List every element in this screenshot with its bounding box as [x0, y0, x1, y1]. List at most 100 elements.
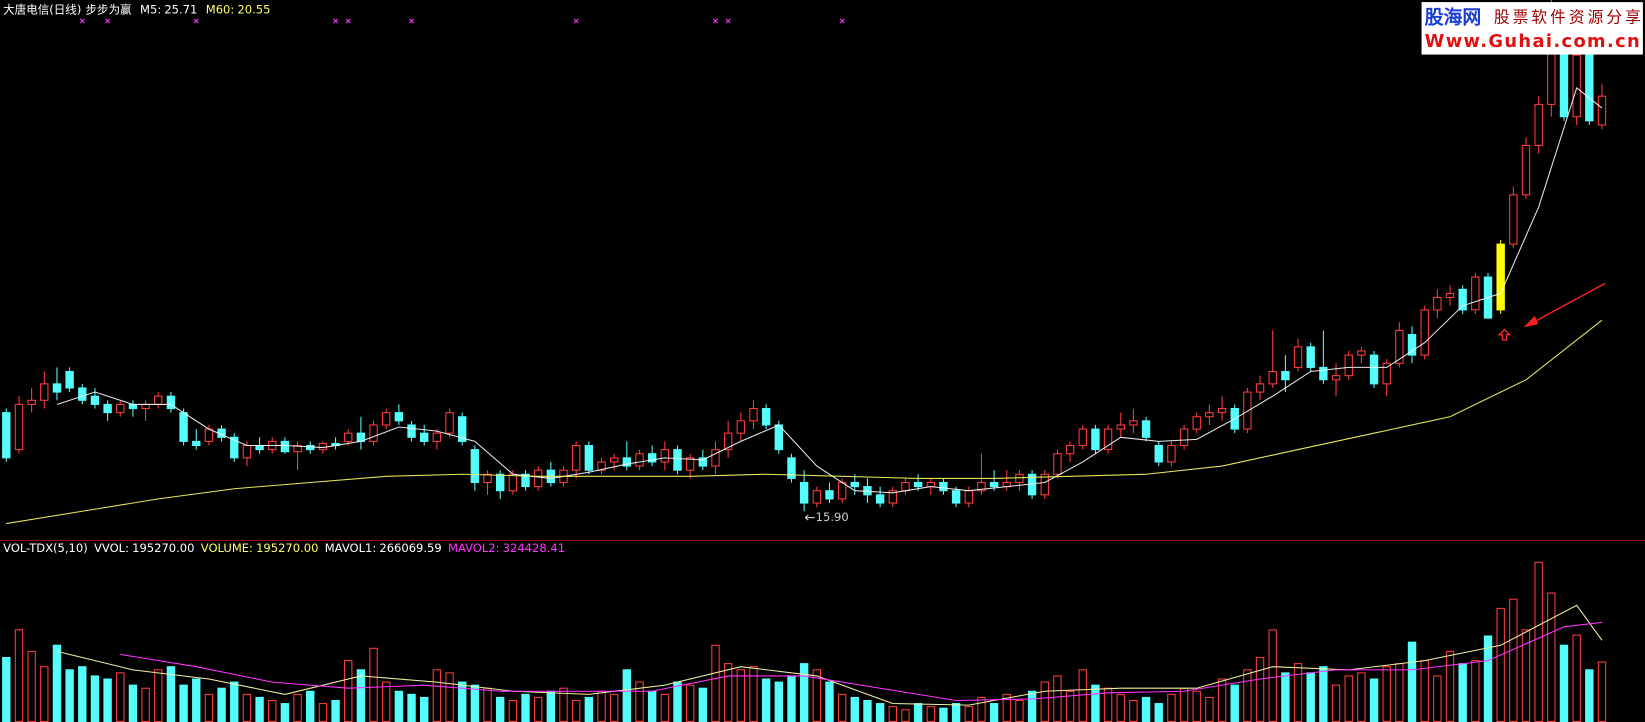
candle-body: [103, 403, 112, 414]
volume-bar: [1078, 669, 1087, 722]
candle-body: [280, 440, 290, 453]
volume-bar: [609, 693, 619, 722]
candle-body: [496, 473, 505, 492]
volume-bar: [90, 675, 100, 722]
signal-mark: [79, 18, 85, 24]
signal-mark: [839, 18, 845, 24]
price-panel: 大唐电信(日线) 步步为赢 M5: 25.71 M60: 20.55 15.90: [2, 0, 1607, 525]
volume-bar: [40, 666, 49, 722]
volume-bar: [1154, 703, 1163, 722]
volume-bar: [394, 690, 404, 722]
volume-bar: [1027, 690, 1037, 722]
volume-bar: [1255, 656, 1265, 722]
volume-indicator-value: 266069.59: [379, 540, 441, 554]
watermark-name: 股海网: [1425, 5, 1482, 28]
candle-body: [1382, 362, 1391, 385]
candle-body: [989, 481, 999, 488]
candle-body: [1471, 276, 1480, 311]
volume-indicator-value: 324428.41: [503, 540, 565, 554]
candle-body: [1078, 428, 1087, 447]
volume-bar: [470, 684, 480, 722]
candle-body: [1103, 428, 1113, 451]
volume-bar: [1129, 699, 1138, 722]
volume-bar: [1243, 669, 1252, 722]
watermark-box: [1421, 2, 1643, 55]
volume-bar: [1382, 666, 1391, 722]
candle-body: [1509, 194, 1518, 245]
volume-bar: [913, 703, 923, 722]
volume-indicator-name: MAVOL2:: [448, 540, 500, 554]
volume-bar: [825, 681, 834, 722]
volume-bar: [116, 672, 125, 722]
candle-body: [1319, 366, 1328, 381]
candle-body: [65, 371, 74, 389]
volume-bar: [1559, 644, 1569, 722]
signal-mark: [333, 18, 339, 24]
volume-bar: [432, 669, 442, 722]
indicator-name: M5:: [140, 2, 161, 16]
candle-body: [1053, 453, 1062, 475]
candle-body: [622, 457, 632, 467]
signal-mark: [725, 18, 731, 24]
candle-body: [458, 416, 467, 442]
volume-bar: [1065, 690, 1075, 722]
volume-bar: [1407, 641, 1417, 722]
volume-bar: [483, 687, 492, 722]
volume-title: VOL-TDX(5,10): [3, 540, 88, 554]
candle-body: [508, 473, 518, 492]
volume-bar: [1230, 684, 1239, 722]
signal-mark: [713, 18, 718, 24]
candle-body: [711, 449, 720, 467]
volume-bar: [749, 666, 758, 722]
candle-body: [977, 481, 986, 492]
candle-body: [913, 481, 923, 488]
candle-body: [1268, 371, 1277, 385]
candle-body: [255, 444, 264, 451]
candle-body: [1585, 54, 1594, 122]
volume-bar: [331, 699, 340, 722]
candle-body: [799, 481, 809, 504]
volume-bar: [1395, 663, 1404, 722]
volume-bar: [52, 644, 62, 722]
volume-bar: [1319, 666, 1328, 722]
volume-indicator-value: 195270.00: [256, 540, 318, 554]
volume-bar: [1040, 681, 1049, 722]
candle-body: [812, 490, 822, 504]
candle-body: [1597, 95, 1607, 126]
candle-body: [825, 490, 834, 500]
candle-body: [1116, 424, 1125, 430]
volume-bar: [888, 706, 897, 722]
volume-bar: [685, 684, 695, 722]
candle-body: [483, 473, 492, 484]
signal-mark: [193, 18, 199, 24]
volume-bar: [1141, 696, 1151, 722]
volume-bar: [344, 660, 353, 722]
signal-mark: [105, 18, 111, 24]
candle-body: [52, 383, 62, 393]
candle-body: [521, 473, 530, 488]
candle-body: [888, 490, 897, 504]
candle-body: [926, 481, 935, 488]
candle-body: [40, 383, 49, 401]
volume-bar: [622, 669, 632, 722]
signal-mark: [409, 18, 415, 24]
volume-bar: [901, 709, 910, 722]
candle-body: [1040, 473, 1049, 496]
volume-bar: [2, 656, 11, 722]
candle-body: [1458, 288, 1467, 311]
volume-bar: [1293, 663, 1303, 722]
volume-bar: [939, 707, 948, 722]
candle-body: [204, 428, 214, 442]
candle-body: [1369, 354, 1379, 385]
watermark-url: Www.Guhai.com.cn: [1425, 31, 1640, 52]
candle-body: [318, 442, 328, 451]
candle-body: [685, 457, 695, 471]
candle-body: [1192, 416, 1201, 430]
volume-bar: [1471, 660, 1480, 722]
volume-bar: [179, 684, 188, 722]
volume-bar: [1585, 669, 1594, 722]
watermark: 股海网 股票软件资源分享 Www.Guhai.com.cn: [1421, 2, 1643, 55]
candle-body: [27, 399, 36, 405]
volume-bar: [204, 693, 214, 722]
